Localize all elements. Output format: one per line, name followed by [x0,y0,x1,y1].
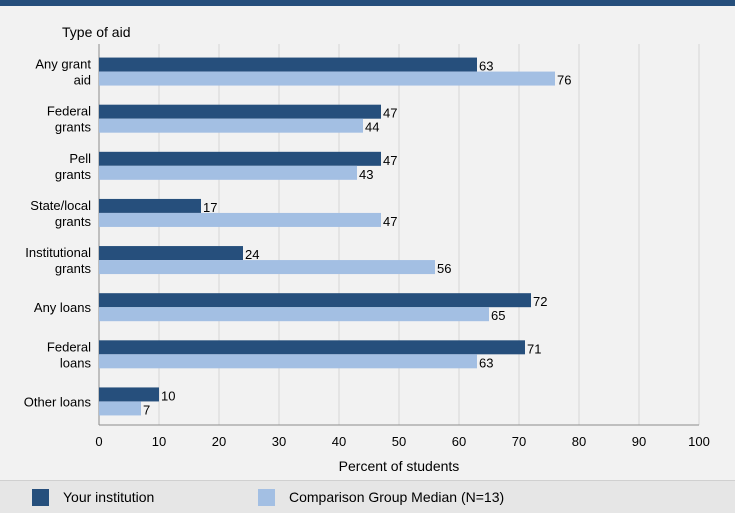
bar-comparison-group [99,260,435,275]
x-tick-label: 0 [95,434,102,449]
bar-your-institution [99,387,159,402]
x-tick-label: 70 [512,434,526,449]
bar-your-institution [99,57,477,72]
x-tick-label: 10 [152,434,166,449]
bar-comparison-group [99,307,489,322]
data-label: 72 [533,294,547,309]
category-label: Any grant [35,57,91,72]
legend-item-your-institution: Your institution [32,488,154,506]
data-label: 63 [479,355,493,370]
x-tick-label: 40 [332,434,346,449]
x-tick-label: 50 [392,434,406,449]
x-tick-label: 30 [272,434,286,449]
bar-chart: Type of aid Percent of students 0 10 20 30 4… [24,24,710,474]
data-label: 10 [161,388,175,403]
data-label: 17 [203,200,217,215]
category-label: aid [74,73,91,88]
category-label: loans [60,355,92,370]
category-label: grants [55,214,92,229]
bar-your-institution [99,198,201,213]
x-tick-label: 80 [572,434,586,449]
data-label: 24 [245,247,259,262]
bar-comparison-group [99,354,477,369]
data-label: 43 [359,167,373,182]
bar-comparison-group [99,71,555,86]
category-label: grants [55,120,92,135]
bar-comparison-group [99,118,363,133]
x-tick-label: 100 [688,434,710,449]
category-label: Pell [69,151,91,166]
xaxis-title: Percent of students [339,458,460,474]
data-label: 63 [479,59,493,74]
header-bar [0,0,735,6]
data-label: 47 [383,153,397,168]
category-label: Institutional [25,245,91,260]
category-label: grants [55,261,92,276]
data-label: 7 [143,402,150,417]
category-label: Federal [47,339,91,354]
category-label: Any loans [34,300,92,315]
bar-your-institution [99,293,531,308]
category-label: grants [55,167,92,182]
category-label: Other loans [24,394,92,409]
x-tick-label: 90 [632,434,646,449]
x-tick-label: 20 [212,434,226,449]
legend-swatch-your-institution [32,488,49,506]
data-label: 47 [383,106,397,121]
legend-swatch-comparison-group [258,488,275,506]
data-label: 65 [491,308,505,323]
x-tick-label: 60 [452,434,466,449]
bar-your-institution [99,340,525,355]
legend-label-your-institution: Your institution [63,489,155,505]
data-label: 44 [365,120,379,135]
bar-your-institution [99,151,381,166]
yaxis-title: Type of aid [62,24,131,40]
bars [99,57,555,416]
bar-comparison-group [99,401,141,416]
data-label: 76 [557,73,571,88]
bar-comparison-group [99,165,357,180]
category-label: State/local [30,198,91,213]
data-label: 71 [527,341,541,356]
category-label: Federal [47,104,91,119]
legend-item-comparison-group: Comparison Group Median (N=13) [258,488,504,506]
bar-your-institution [99,246,243,261]
legend-label-comparison-group: Comparison Group Median (N=13) [289,489,505,505]
data-label: 56 [437,261,451,276]
legend-bar [0,480,735,513]
bar-your-institution [99,104,381,119]
data-label: 47 [383,214,397,229]
bar-comparison-group [99,212,381,227]
